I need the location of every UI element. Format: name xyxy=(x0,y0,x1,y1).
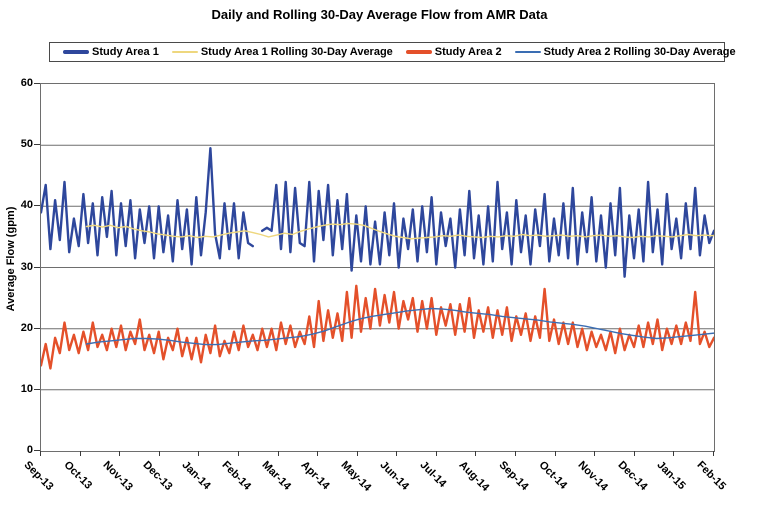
x-tick-label: Nov-13 xyxy=(100,459,136,494)
x-tick-label: May-14 xyxy=(338,459,374,494)
x-tick-mark xyxy=(278,451,279,456)
y-tick-label: 30 xyxy=(20,260,33,273)
x-tick-mark xyxy=(673,451,674,456)
y-tick-mark xyxy=(34,205,40,206)
x-tick-label: Aug-14 xyxy=(456,459,492,494)
x-tick-mark xyxy=(713,451,714,456)
x-tick-label: Mar-14 xyxy=(259,459,293,493)
legend-line-swatch-icon xyxy=(514,51,541,53)
y-tick-mark xyxy=(34,83,40,84)
x-tick-label: Sep-14 xyxy=(496,459,531,493)
plot-area xyxy=(40,83,715,452)
x-tick-mark xyxy=(594,451,595,456)
x-tick-mark xyxy=(475,451,476,456)
x-tick-mark xyxy=(80,451,81,456)
x-tick-mark xyxy=(119,451,120,456)
x-tick-label: Oct-14 xyxy=(536,459,569,492)
x-tick-mark xyxy=(396,451,397,456)
y-tick-label: 0 xyxy=(26,444,33,456)
y-tick-mark xyxy=(34,144,40,145)
x-tick-label: Feb-14 xyxy=(219,459,254,493)
x-tick-label: Sep-13 xyxy=(21,459,56,493)
x-tick-label: Nov-14 xyxy=(575,459,611,494)
chart-title: Daily and Rolling 30-Day Average Flow fr… xyxy=(211,7,548,22)
x-tick-mark xyxy=(40,451,41,456)
x-tick-mark xyxy=(317,451,318,456)
legend-item: Study Area 2 Rolling 30-Day Average xyxy=(514,46,736,58)
x-tick-label: Feb-15 xyxy=(694,459,729,493)
y-tick-label: 20 xyxy=(20,321,33,334)
x-tick-label: Oct-13 xyxy=(61,459,94,492)
legend-line-swatch-icon xyxy=(405,50,432,54)
x-tick-label: Jan-14 xyxy=(179,459,213,493)
legend-item: Study Area 1 xyxy=(63,46,159,58)
y-tick-mark xyxy=(34,450,40,451)
legend-label: Study Area 1 xyxy=(92,46,159,58)
x-tick-label: Jan-15 xyxy=(654,459,689,493)
x-tick-label: Jun-14 xyxy=(377,459,412,493)
legend-line-swatch-icon xyxy=(171,51,198,53)
x-tick-mark xyxy=(238,451,239,456)
legend-item: Study Area 1 Rolling 30-Day Average xyxy=(171,46,393,58)
x-tick-label: Jul-14 xyxy=(417,459,449,490)
y-tick-mark xyxy=(34,267,40,268)
x-tick-mark xyxy=(555,451,556,456)
x-tick-mark xyxy=(159,451,160,456)
x-tick-label: Apr-14 xyxy=(298,459,332,493)
y-tick-label: 40 xyxy=(20,199,33,212)
x-tick-mark xyxy=(436,451,437,456)
legend-label: Study Area 2 Rolling 30-Day Average xyxy=(543,46,736,58)
legend-line-swatch-icon xyxy=(63,50,89,54)
x-tick-mark xyxy=(357,451,358,456)
y-tick-label: 50 xyxy=(20,138,33,151)
x-tick-mark xyxy=(515,451,516,456)
x-tick-label: Dec-13 xyxy=(140,459,175,493)
plot-svg xyxy=(41,144,714,391)
legend: Study Area 1 Study Area 1 Rolling 30-Day … xyxy=(49,42,736,62)
y-tick-label: 10 xyxy=(20,382,33,395)
legend-label: Study Area 1 Rolling 30-Day Average xyxy=(200,46,393,58)
y-tick-mark xyxy=(34,328,40,329)
y-tick-label: 60 xyxy=(20,77,33,89)
legend-label: Study Area 2 xyxy=(434,46,502,58)
x-tick-mark xyxy=(198,451,199,456)
y-tick-mark xyxy=(34,389,40,390)
legend-item: Study Area 2 xyxy=(405,46,502,58)
x-tick-mark xyxy=(634,451,635,456)
x-tick-label: Dec-14 xyxy=(615,459,650,493)
